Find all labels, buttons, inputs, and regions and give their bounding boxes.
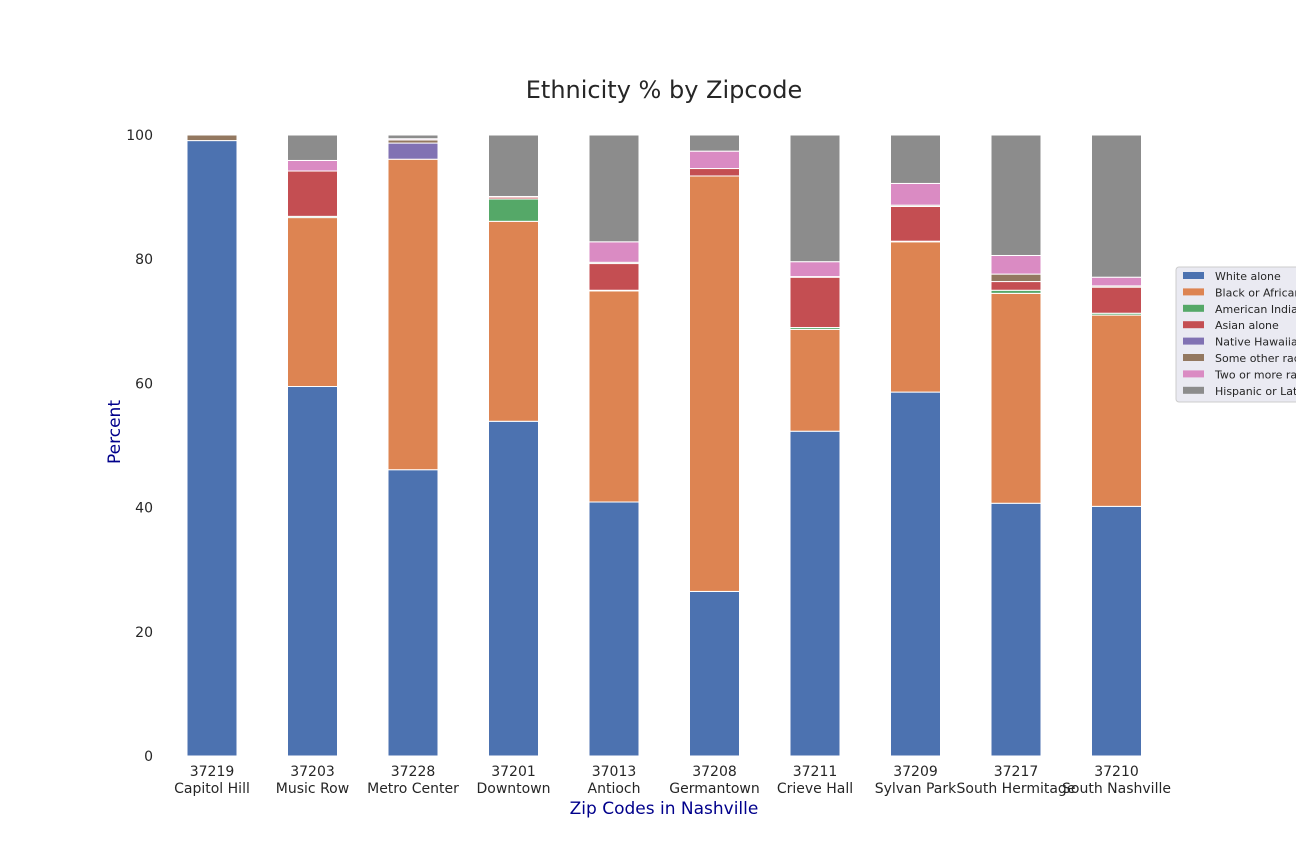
bar-segment-37209-1 bbox=[890, 241, 941, 393]
legend-label: American Indian bbox=[1215, 303, 1296, 316]
x-tick-zip: 37219 bbox=[190, 764, 235, 780]
bar-segment-37219-5 bbox=[186, 134, 238, 142]
y-ticks: 0 20 40 60 80 100 bbox=[126, 128, 153, 765]
legend-label: Some other race bbox=[1215, 352, 1296, 365]
legend-box bbox=[1175, 266, 1296, 403]
legend-swatch bbox=[1183, 386, 1204, 394]
x-tick-name: South Hermitage bbox=[957, 781, 1076, 797]
legend-swatch bbox=[1183, 288, 1204, 296]
x-tick-zip: 37217 bbox=[994, 764, 1039, 780]
bar-segment-37228-4 bbox=[387, 142, 439, 160]
legend-label: Two or more races bbox=[1214, 368, 1296, 381]
x-tick-name: Germantown bbox=[669, 781, 759, 797]
bar-segment-37201-7 bbox=[488, 134, 539, 197]
x-tick-zip: 37201 bbox=[491, 764, 536, 780]
x-tick-name: Antioch bbox=[588, 781, 641, 797]
y-tick-label: 20 bbox=[135, 625, 153, 641]
bar-segment-37217-1 bbox=[990, 292, 1042, 504]
bar-segment-37013-1 bbox=[588, 290, 640, 503]
chart-title: Ethnicity % by Zipcode bbox=[526, 76, 803, 104]
bar-segment-37203-1 bbox=[287, 217, 338, 388]
bar-segment-37217-3 bbox=[990, 281, 1042, 291]
x-tick-name: Metro Center bbox=[367, 781, 459, 797]
legend-swatch bbox=[1183, 370, 1204, 378]
bar-segment-37201-2 bbox=[488, 198, 539, 222]
legend-swatch bbox=[1183, 354, 1204, 361]
legend-swatch bbox=[1183, 321, 1204, 329]
legend-label: Asian alone bbox=[1215, 319, 1279, 332]
bar-segment-37209-0 bbox=[890, 391, 941, 757]
legend-swatch bbox=[1183, 337, 1204, 345]
bar-segment-37211-1 bbox=[789, 328, 841, 432]
y-tick-label: 0 bbox=[144, 749, 153, 765]
bar-segment-37217-0 bbox=[990, 502, 1042, 757]
x-tick-zip: 37210 bbox=[1094, 764, 1139, 780]
x-tick-name: Downtown bbox=[476, 781, 550, 797]
bar-segment-37201-0 bbox=[488, 420, 539, 757]
bar-segment-37210-6 bbox=[1091, 276, 1142, 287]
bar-segment-37217-6 bbox=[990, 254, 1042, 275]
bar-segment-37208-6 bbox=[689, 150, 740, 170]
legend: White alone Black or African American Indi… bbox=[1175, 266, 1296, 403]
x-tick-zip: 37203 bbox=[290, 764, 335, 780]
bar-segment-37013-7 bbox=[588, 134, 640, 243]
bar-segment-37211-7 bbox=[789, 134, 841, 263]
bar-segment-37217-7 bbox=[990, 134, 1042, 256]
bar-segment-37203-6 bbox=[287, 159, 338, 172]
y-tick-label: 40 bbox=[135, 501, 153, 517]
bar-segment-37209-7 bbox=[890, 134, 941, 184]
y-axis-label: Percent bbox=[105, 400, 125, 464]
bar-segment-37013-0 bbox=[588, 501, 640, 757]
legend-swatch bbox=[1183, 304, 1204, 312]
bar-segment-37210-7 bbox=[1091, 134, 1142, 278]
bar-segment-37203-7 bbox=[287, 134, 338, 161]
bar-segment-37211-0 bbox=[789, 430, 841, 757]
bar-segment-37210-1 bbox=[1091, 314, 1142, 507]
legend-label: White alone bbox=[1215, 270, 1281, 283]
bar-segment-37211-6 bbox=[789, 261, 841, 278]
bar-segment-37208-1 bbox=[689, 175, 740, 592]
bar-segment-37228-7 bbox=[387, 134, 439, 140]
x-tick-name: Music Row bbox=[276, 781, 349, 797]
bar-segment-37013-3 bbox=[588, 263, 640, 291]
bar-segment-37210-0 bbox=[1091, 505, 1142, 757]
bar-segment-37228-1 bbox=[387, 158, 439, 471]
bar-segment-37209-3 bbox=[890, 205, 941, 242]
x-tick-name: Capitol Hill bbox=[174, 781, 250, 797]
x-tick-name: Sylvan Park bbox=[875, 781, 957, 797]
bars-group bbox=[186, 134, 1142, 757]
bar-segment-37217-5 bbox=[990, 273, 1042, 283]
x-tick-zip: 37228 bbox=[391, 764, 436, 780]
x-axis-label: Zip Codes in Nashville bbox=[570, 799, 759, 819]
x-tick-zip: 37208 bbox=[692, 764, 737, 780]
x-tick-zip: 37209 bbox=[893, 764, 938, 780]
legend-swatch bbox=[1183, 272, 1204, 279]
bar-segment-37201-1 bbox=[488, 220, 539, 422]
y-tick-label: 60 bbox=[135, 376, 153, 392]
bar-segment-37228-0 bbox=[387, 469, 439, 757]
x-tick-name: South Nashville bbox=[1062, 781, 1171, 797]
bar-segment-37013-6 bbox=[588, 241, 640, 263]
legend-label: Native Hawaiian bbox=[1215, 336, 1296, 349]
legend-label: Hispanic or Latino bbox=[1215, 385, 1296, 398]
bar-segment-37210-3 bbox=[1091, 286, 1142, 314]
x-tick-zip: 37013 bbox=[592, 764, 637, 780]
x-tick-name: Crieve Hall bbox=[777, 781, 853, 797]
bar-segment-37208-7 bbox=[689, 134, 740, 152]
bar-segment-37209-6 bbox=[890, 182, 941, 206]
bar-segment-37208-0 bbox=[689, 590, 740, 757]
bar-segment-37203-0 bbox=[287, 386, 338, 757]
y-tick-label: 100 bbox=[126, 128, 153, 144]
x-tick-zip: 37211 bbox=[793, 764, 838, 780]
bar-segment-37203-3 bbox=[287, 170, 338, 217]
bar-segment-37211-3 bbox=[789, 276, 841, 329]
bar-segment-37208-3 bbox=[689, 168, 740, 177]
bar-segment-37219-0 bbox=[186, 140, 238, 757]
legend-label: Black or African bbox=[1215, 286, 1296, 299]
y-tick-label: 80 bbox=[135, 252, 153, 268]
